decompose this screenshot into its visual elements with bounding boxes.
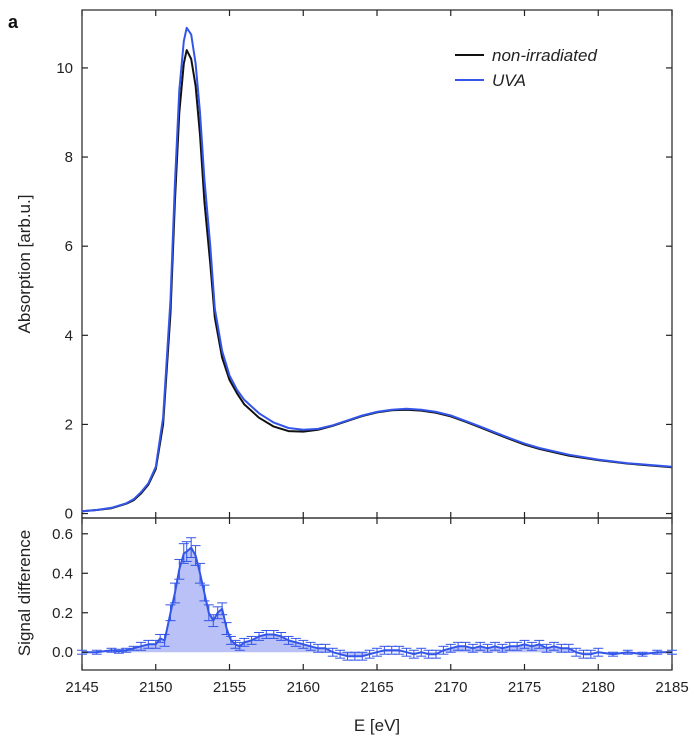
absorption-plot-frame xyxy=(81,9,673,519)
series-line-uva xyxy=(81,26,673,513)
legend: non-irradiated UVA xyxy=(455,46,597,90)
signal-difference-fill xyxy=(82,547,672,657)
signal-difference-line xyxy=(82,546,672,658)
absorption-y-axis-title: Absorption [arb.u.] xyxy=(15,195,34,334)
absorption-y-tick-label: 10 xyxy=(56,60,73,77)
signal-difference-panel: 0.0 0.2 0.4 0.6 2145 2150 2155 2160 2165 2170 217… xyxy=(15,517,689,735)
x-axis-title: E [eV] xyxy=(354,716,400,735)
signal-y-tick-label: 0.6 xyxy=(52,526,73,543)
signal-y-tick-label: 0.0 xyxy=(52,644,73,661)
x-tick-label: 2155 xyxy=(213,679,246,696)
absorption-y-tick-label: 6 xyxy=(65,238,73,255)
absorption-series-lines xyxy=(81,26,673,513)
signal-y-tick-label: 0.2 xyxy=(52,605,73,622)
absorption-y-tick-label: 0 xyxy=(65,506,73,523)
legend-label-non-irradiated: non-irradiated xyxy=(492,46,597,65)
signal-difference-area xyxy=(82,547,672,657)
x-tick-label: 2165 xyxy=(360,679,393,696)
absorption-y-tick-label: 4 xyxy=(65,327,73,344)
signal-y-axis-title: Signal difference xyxy=(15,530,34,656)
legend-label-uva: UVA xyxy=(492,71,526,90)
x-tick-label: 2150 xyxy=(139,679,172,696)
absorption-y-tick-label: 2 xyxy=(65,416,73,433)
absorption-y-ticks: 0 2 4 6 8 10 xyxy=(56,10,673,523)
absorption-panel: 0 2 4 6 8 10 Absorption [arb.u.] non-irradiat… xyxy=(15,9,673,523)
x-tick-label: 2175 xyxy=(508,679,541,696)
x-tick-label: 2145 xyxy=(65,679,98,696)
signal-y-tick-label: 0.4 xyxy=(52,565,73,582)
panel-label: a xyxy=(8,12,19,32)
x-tick-label: 2170 xyxy=(434,679,467,696)
signal-difference-series-line xyxy=(82,546,672,658)
signal-x-ticks: 2145 2150 2155 2160 2165 2170 2175 2180 2185 xyxy=(65,518,689,696)
x-tick-label: 2185 xyxy=(655,679,688,696)
absorption-y-tick-label: 8 xyxy=(65,149,73,166)
signal-y-ticks: 0.0 0.2 0.4 0.6 xyxy=(52,526,672,661)
x-tick-label: 2160 xyxy=(287,679,320,696)
x-tick-label: 2180 xyxy=(582,679,615,696)
